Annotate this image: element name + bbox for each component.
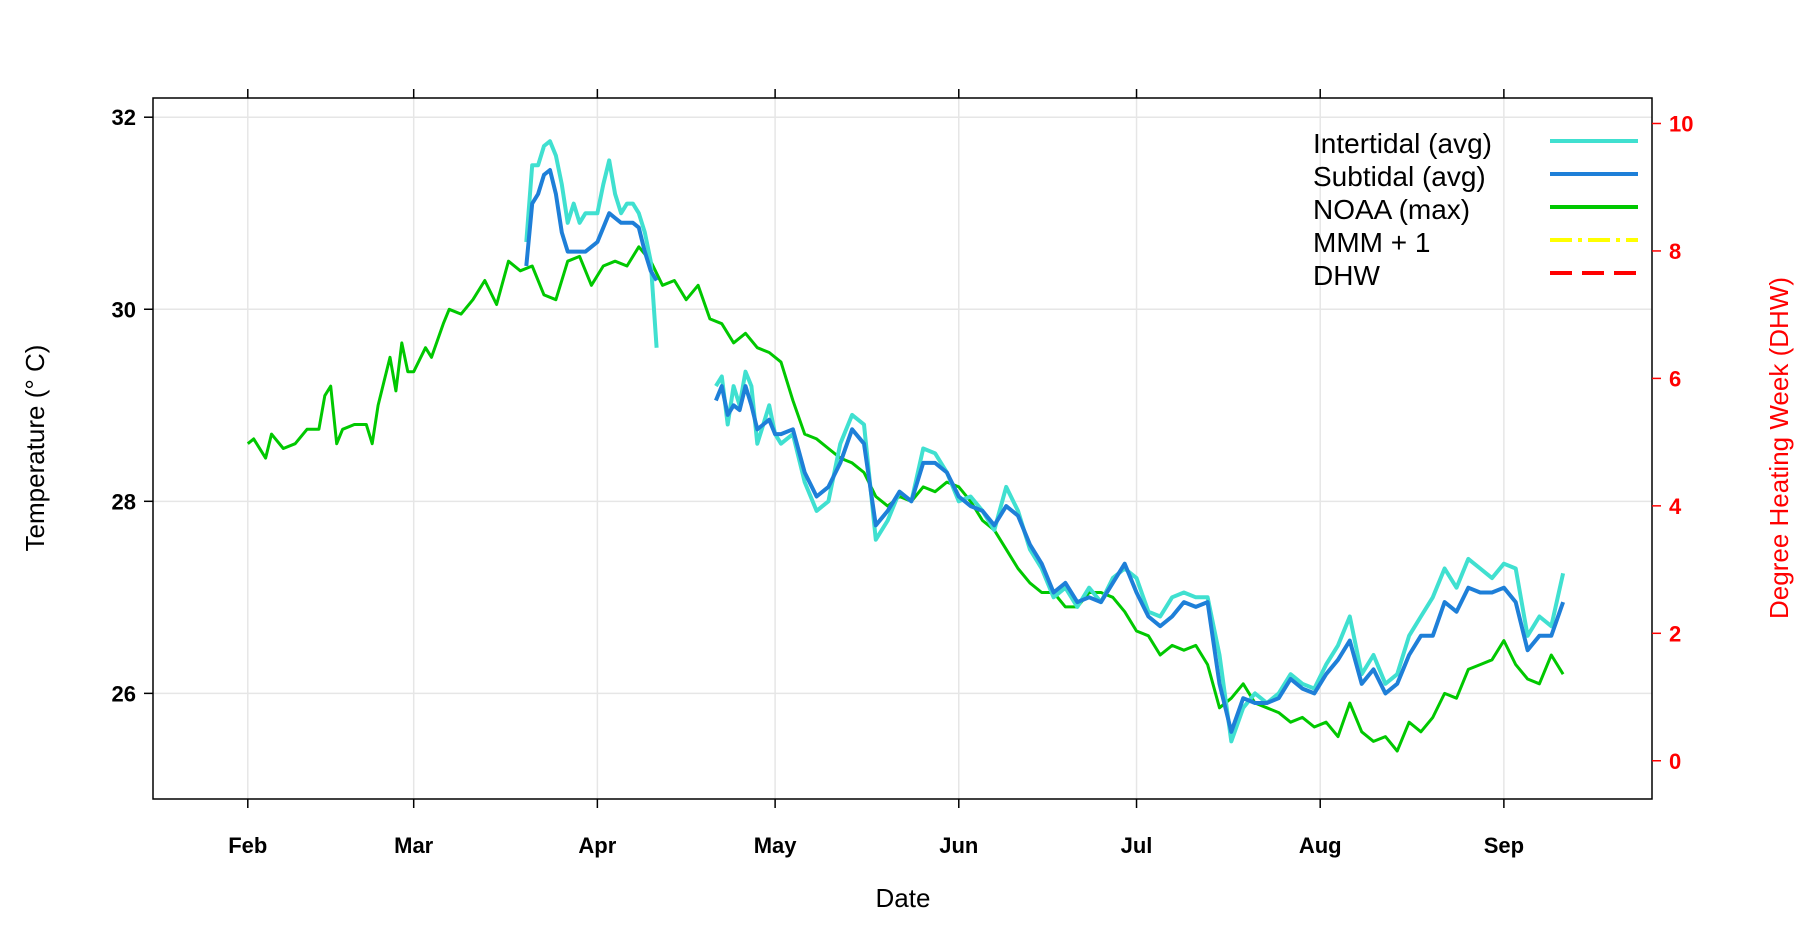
legend-item-dhw: DHW [1313,260,1638,291]
legend-item-mmm: MMM + 1 [1313,227,1638,258]
x-tick-label: Feb [228,833,267,858]
legend-item-subtidal: Subtidal (avg) [1313,161,1638,192]
y-tick-label: 28 [112,489,136,514]
y2-tick-label: 8 [1669,239,1681,264]
y-axis-title: Temperature (° C) [20,345,50,552]
x-tick-label: May [754,833,798,858]
legend-item-intertidal: Intertidal (avg) [1313,128,1638,159]
legend: Intertidal (avg) Subtidal (avg) NOAA (ma… [1313,128,1638,291]
x-axis-title: Date [876,883,931,913]
x-tick-label: Jul [1121,833,1153,858]
series-line-noaa [246,245,1565,753]
legend-label-intertidal: Intertidal (avg) [1313,128,1492,159]
y2-tick-label: 6 [1669,366,1681,391]
legend-item-noaa: NOAA (max) [1313,194,1638,225]
y2-tick-label: 2 [1669,621,1681,646]
legend-label-noaa: NOAA (max) [1313,194,1470,225]
x-tick-label: Aug [1299,833,1342,858]
y2-axis-title: Degree Heating Week (DHW) [1764,277,1794,619]
legend-label-subtidal: Subtidal (avg) [1313,161,1486,192]
y2-tick-label: 4 [1669,494,1682,519]
y-tick-label: 26 [112,681,136,706]
series-layer [246,139,1566,753]
y2-tick-label: 10 [1669,111,1693,136]
y2-tick-label: 0 [1669,749,1681,774]
y-tick-label: 30 [112,297,136,322]
series-line-subtidal [524,168,1565,734]
x-tick-label: Jun [939,833,978,858]
x-tick-label: Sep [1484,833,1524,858]
plot-frame [152,97,1653,800]
y-tick-label: 32 [112,105,136,130]
axes: Feb Mar Apr May Jun Jul Aug Sep 26 28 30 32 0 2 4 6 8 10 [112,89,1693,858]
legend-label-dhw: DHW [1313,260,1380,291]
x-tick-label: Mar [394,833,434,858]
x-tick-label: Apr [578,833,616,858]
legend-label-mmm: MMM + 1 [1313,227,1430,258]
